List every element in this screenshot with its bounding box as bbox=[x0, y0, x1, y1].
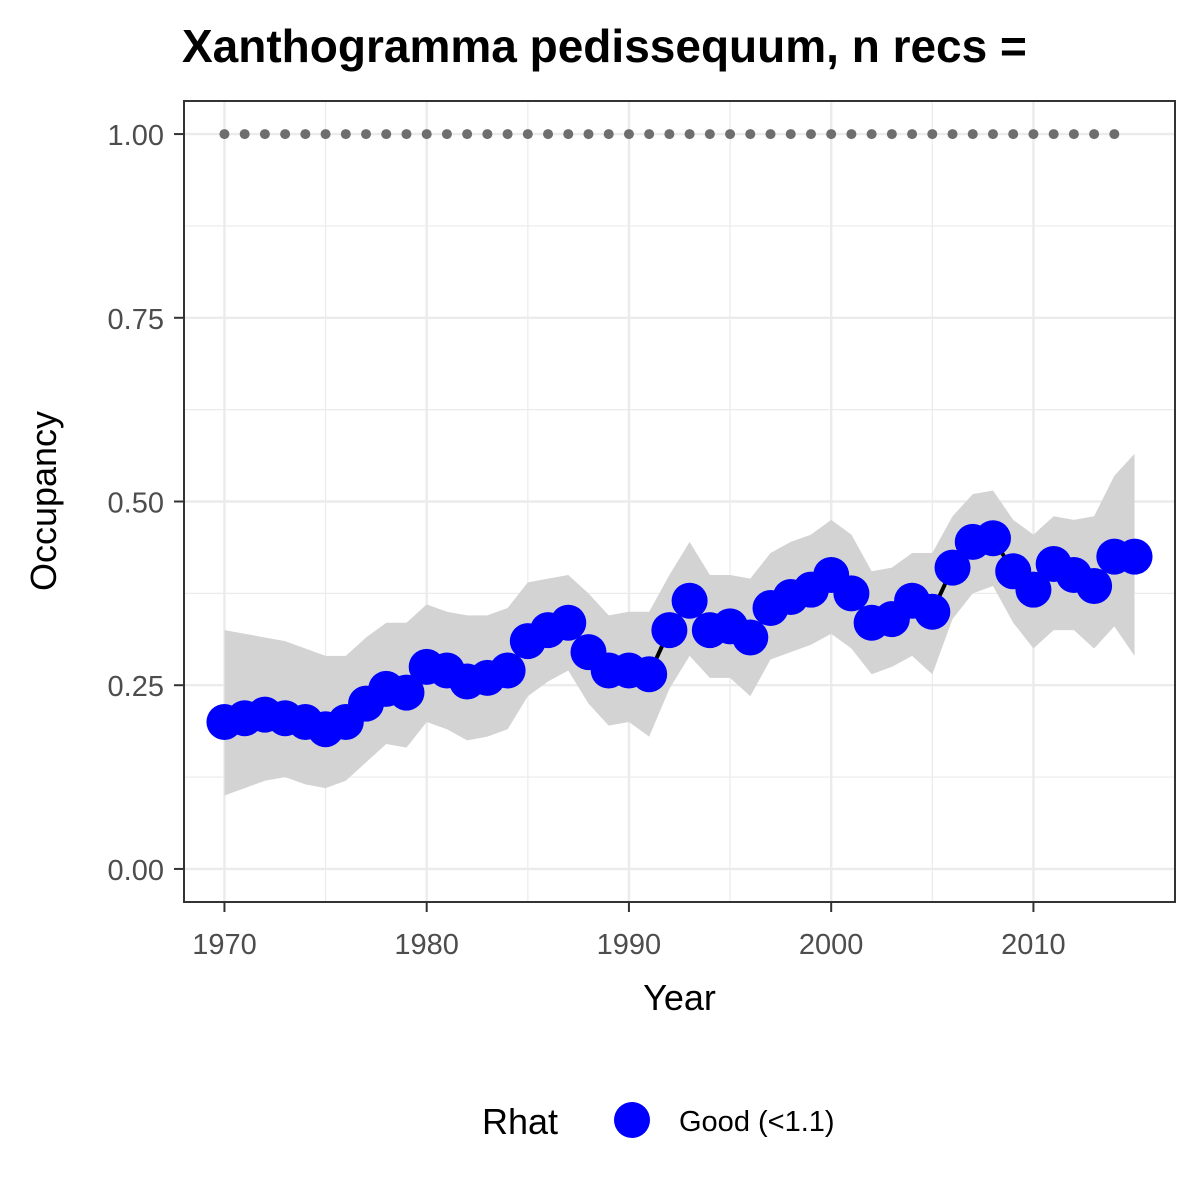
reference-point-2010 bbox=[1028, 129, 1039, 140]
legend-title: Rhat bbox=[482, 1101, 558, 1142]
reference-point-2000 bbox=[826, 129, 837, 140]
data-point-1993 bbox=[671, 582, 708, 619]
reference-point-1993 bbox=[684, 129, 695, 140]
reference-point-1997 bbox=[765, 129, 776, 140]
reference-point-1991 bbox=[644, 129, 655, 140]
legend-key-good bbox=[614, 1102, 650, 1138]
y-tick-label-0.25: 0.25 bbox=[108, 671, 164, 703]
reference-point-1979 bbox=[401, 129, 412, 140]
x-axis: 1970 1980 1990 2000 2010 bbox=[192, 902, 1066, 961]
y-tick-label-0.50: 0.50 bbox=[108, 488, 164, 520]
plot-panel bbox=[183, 100, 1176, 903]
reference-point-2002 bbox=[866, 129, 877, 140]
reference-point-2003 bbox=[886, 129, 897, 140]
data-point-1979 bbox=[388, 674, 425, 711]
y-axis-title: Occupancy bbox=[23, 411, 64, 591]
reference-point-1973 bbox=[280, 129, 291, 140]
data-point-2001 bbox=[833, 575, 870, 612]
reference-point-1977 bbox=[361, 129, 372, 140]
reference-points bbox=[219, 129, 1120, 140]
reference-point-1975 bbox=[320, 129, 331, 140]
data-point-1991 bbox=[631, 656, 668, 693]
reference-point-2014 bbox=[1109, 129, 1120, 140]
reference-point-1989 bbox=[603, 129, 614, 140]
reference-point-2001 bbox=[846, 129, 857, 140]
x-tick-label-1970: 1970 bbox=[192, 929, 257, 961]
y-tick-label-0.00: 0.00 bbox=[108, 855, 164, 887]
reference-point-1982 bbox=[462, 129, 473, 140]
reference-point-2006 bbox=[947, 129, 958, 140]
reference-point-1990 bbox=[623, 129, 634, 140]
reference-point-2004 bbox=[907, 129, 918, 140]
reference-point-1987 bbox=[563, 129, 574, 140]
reference-point-1996 bbox=[745, 129, 756, 140]
reference-point-1986 bbox=[543, 129, 554, 140]
data-point-1987 bbox=[550, 604, 587, 641]
reference-point-2007 bbox=[967, 129, 978, 140]
reference-point-1976 bbox=[340, 129, 351, 140]
y-axis: 0.00 0.25 0.50 0.75 1.00 bbox=[108, 120, 184, 887]
data-point-2008 bbox=[974, 520, 1011, 557]
chart-title: Xanthogramma pedissequum, n recs = bbox=[182, 20, 1027, 72]
reference-point-1985 bbox=[522, 129, 533, 140]
y-tick-label-0.75: 0.75 bbox=[108, 304, 164, 336]
x-tick-label-2000: 2000 bbox=[799, 929, 864, 961]
data-point-1996 bbox=[732, 619, 769, 656]
x-tick-label-1990: 1990 bbox=[597, 929, 662, 961]
occupancy-points bbox=[206, 520, 1153, 748]
data-point-2013 bbox=[1076, 568, 1113, 605]
reference-point-2009 bbox=[1008, 129, 1019, 140]
x-axis-title: Year bbox=[643, 977, 716, 1018]
data-point-2015 bbox=[1116, 538, 1153, 575]
x-tick-label-1980: 1980 bbox=[394, 929, 459, 961]
reference-point-1995 bbox=[725, 129, 736, 140]
reference-point-1983 bbox=[482, 129, 493, 140]
reference-point-1981 bbox=[441, 129, 452, 140]
reference-point-1992 bbox=[664, 129, 675, 140]
x-tick-label-2010: 2010 bbox=[1001, 929, 1066, 961]
reference-point-1970 bbox=[219, 129, 230, 140]
data-point-1992 bbox=[651, 612, 688, 649]
reference-point-1994 bbox=[704, 129, 715, 140]
reference-point-1972 bbox=[259, 129, 270, 140]
legend-label-good: Good (<1.1) bbox=[679, 1106, 835, 1138]
data-point-1984 bbox=[489, 652, 526, 689]
reference-point-1980 bbox=[421, 129, 432, 140]
reference-point-1978 bbox=[381, 129, 392, 140]
reference-point-1974 bbox=[300, 129, 311, 140]
y-tick-label-1.00: 1.00 bbox=[108, 120, 164, 152]
data-point-2005 bbox=[914, 593, 951, 630]
reference-point-2008 bbox=[987, 129, 998, 140]
legend: Rhat Good (<1.1) bbox=[482, 1101, 835, 1142]
reference-point-1984 bbox=[502, 129, 513, 140]
data-point-2010 bbox=[1015, 571, 1052, 608]
data-point-2006 bbox=[934, 549, 971, 586]
reference-point-2013 bbox=[1089, 129, 1100, 140]
reference-point-1998 bbox=[785, 129, 796, 140]
reference-point-2011 bbox=[1048, 129, 1059, 140]
reference-point-1971 bbox=[239, 129, 250, 140]
reference-point-2005 bbox=[927, 129, 938, 140]
reference-point-1988 bbox=[583, 129, 594, 140]
reference-point-1999 bbox=[805, 129, 816, 140]
reference-point-2012 bbox=[1068, 129, 1079, 140]
